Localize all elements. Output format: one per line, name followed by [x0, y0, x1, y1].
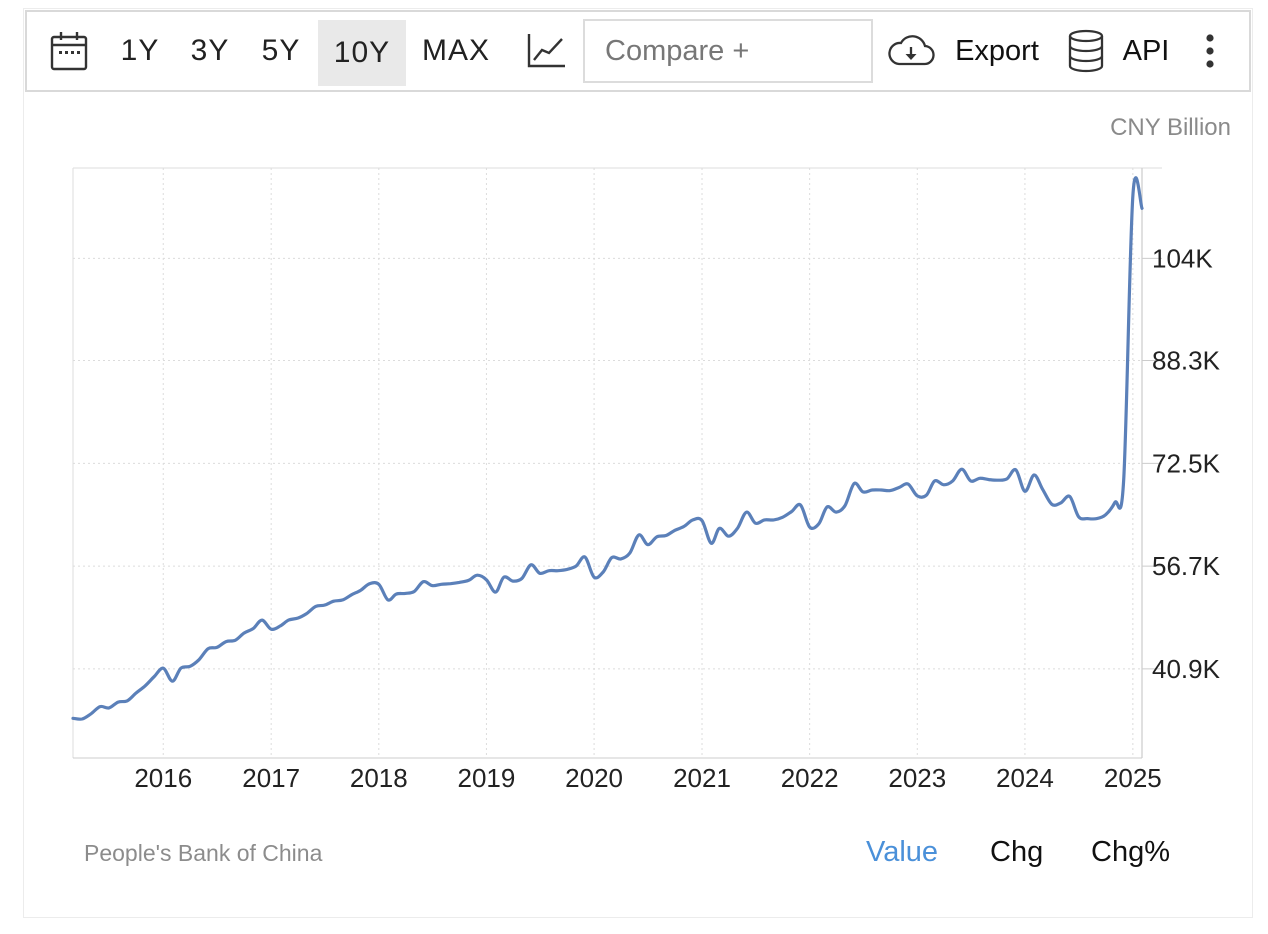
api-button[interactable]: API: [1122, 34, 1170, 67]
database-icon[interactable]: [1063, 12, 1109, 90]
x-tick-label: 2017: [242, 763, 300, 793]
y-tick-label: 104K: [1152, 243, 1213, 273]
x-tick-label: 2019: [458, 763, 516, 793]
y-tick-label: 88.3K: [1152, 346, 1221, 376]
y-tick-label: 40.9K: [1152, 654, 1221, 684]
range-10y-button[interactable]: 10Y: [318, 20, 406, 86]
x-tick-label: 2020: [565, 763, 623, 793]
mode-chg-tab[interactable]: Chg: [990, 836, 1044, 868]
chart-toolbar: 1Y 3Y 5Y 10Y MAX Compare + Export API: [25, 10, 1251, 92]
kebab-menu-icon[interactable]: [1195, 12, 1225, 90]
unit-label: CNY Billion: [1110, 114, 1231, 141]
cloud-download-icon[interactable]: [885, 12, 937, 90]
x-tick-label: 2022: [781, 763, 839, 793]
x-tick-label: 2016: [134, 763, 192, 793]
range-3y-button[interactable]: 3Y: [190, 34, 230, 67]
x-tick-label: 2024: [996, 763, 1054, 793]
x-tick-label: 2021: [673, 763, 731, 793]
export-button[interactable]: Export: [955, 34, 1039, 67]
mode-value-tab[interactable]: Value: [866, 836, 939, 868]
y-tick-label: 56.7K: [1152, 551, 1221, 581]
range-5y-button[interactable]: 5Y: [261, 34, 301, 67]
calendar-icon[interactable]: [47, 12, 91, 90]
range-1y-button[interactable]: 1Y: [120, 34, 160, 67]
chart-panel: [23, 8, 1253, 918]
x-tick-label: 2025: [1104, 763, 1162, 793]
compare-input[interactable]: Compare +: [583, 19, 873, 83]
source-label: People's Bank of China: [84, 840, 323, 866]
line-chart-icon[interactable]: [521, 12, 571, 90]
x-tick-label: 2023: [888, 763, 946, 793]
mode-chg-pct-tab[interactable]: Chg%: [1091, 836, 1170, 868]
range-max-button[interactable]: MAX: [421, 34, 490, 67]
series-line: [71, 176, 1144, 721]
y-tick-label: 72.5K: [1152, 448, 1221, 478]
x-tick-label: 2018: [350, 763, 408, 793]
